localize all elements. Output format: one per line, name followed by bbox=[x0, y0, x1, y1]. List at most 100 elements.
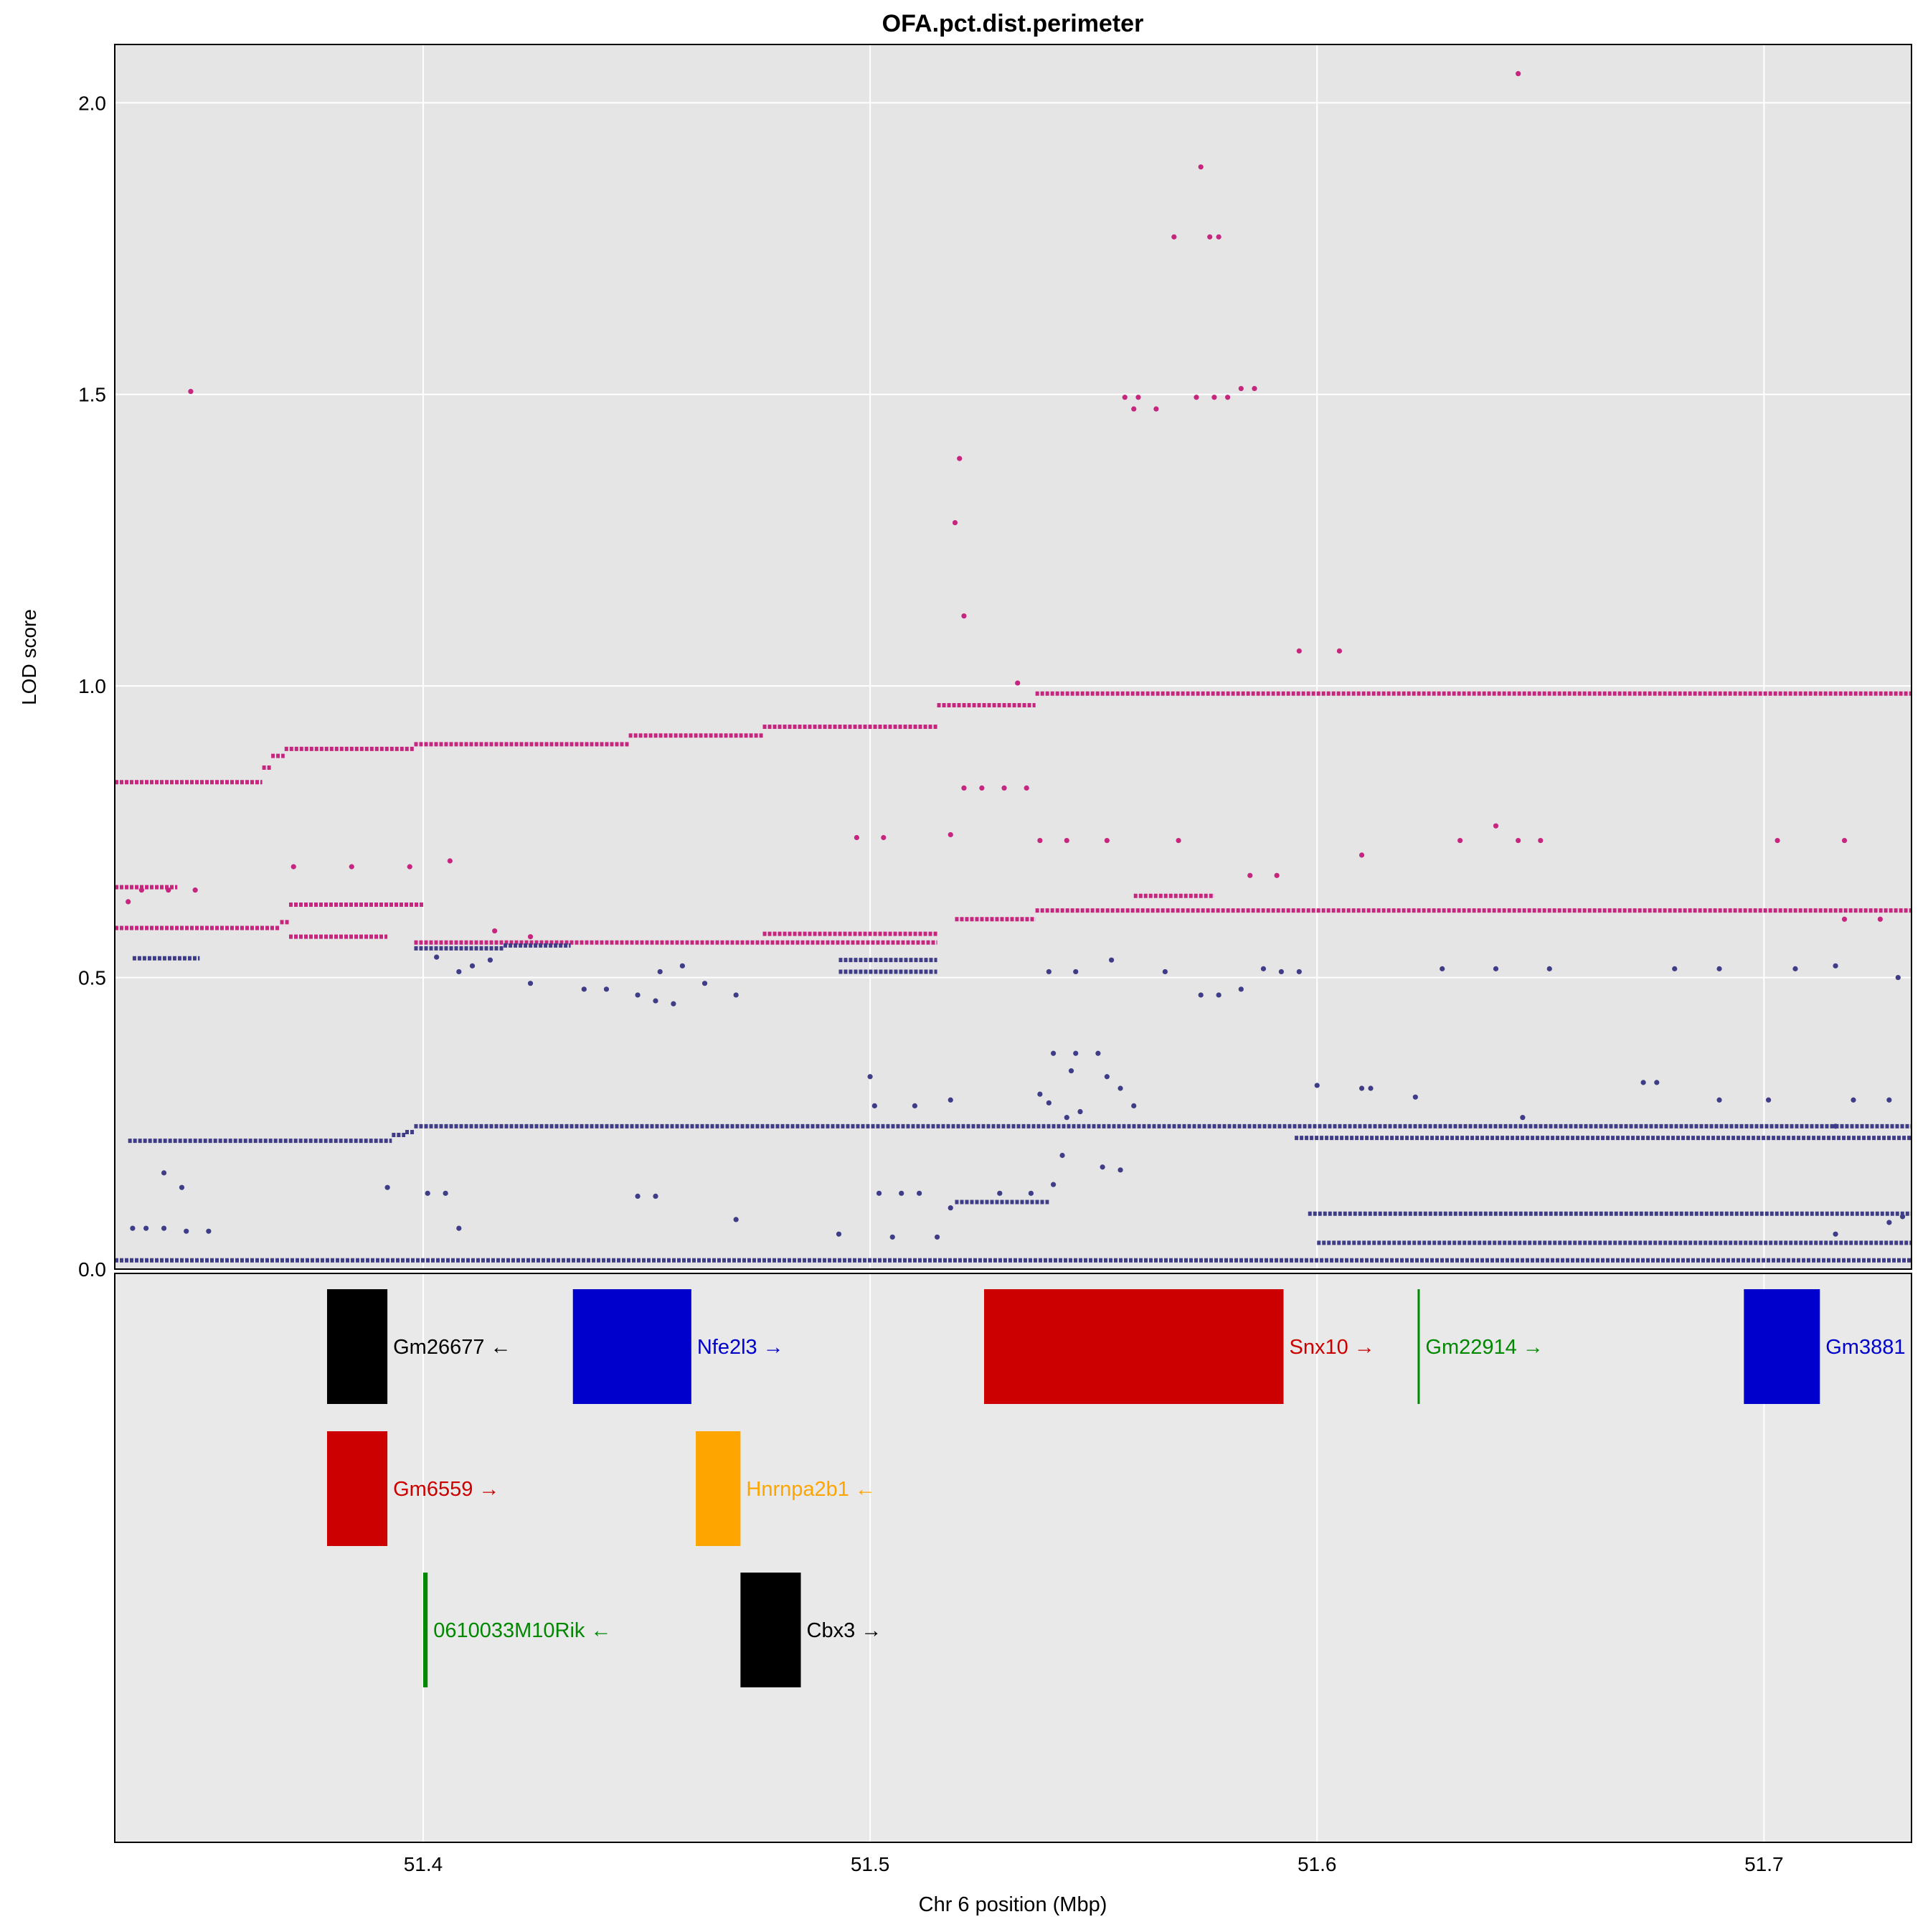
gene-gm6559: Gm6559 → bbox=[326, 1431, 499, 1546]
gene-box bbox=[696, 1431, 741, 1546]
data-point bbox=[1886, 1097, 1892, 1103]
data-point bbox=[184, 1228, 189, 1234]
data-point bbox=[1117, 1085, 1123, 1091]
data-point bbox=[1176, 837, 1181, 844]
data-point bbox=[1252, 385, 1257, 392]
data-point bbox=[876, 1190, 882, 1196]
gene-label: Gm26677 bbox=[393, 1336, 484, 1359]
x-axis-label: Chr 6 position (Mbp) bbox=[919, 1893, 1107, 1916]
data-point bbox=[1457, 837, 1463, 844]
gene-gm3881: Gm3881 bbox=[1744, 1289, 1905, 1404]
data-point bbox=[1833, 963, 1838, 969]
data-point bbox=[1225, 395, 1231, 400]
strand-arrow-icon: → bbox=[861, 1619, 882, 1642]
gridlines bbox=[115, 44, 1912, 1270]
gene-gm26677: Gm26677 ← bbox=[326, 1289, 511, 1404]
data-point bbox=[1216, 992, 1221, 998]
data-point bbox=[1064, 1115, 1069, 1121]
data-point bbox=[1877, 916, 1883, 922]
data-point bbox=[657, 969, 663, 975]
gene-box bbox=[326, 1289, 388, 1404]
y-tick-label: 2.0 bbox=[78, 92, 106, 114]
data-point bbox=[143, 1225, 149, 1231]
gene-label: Cbx3 bbox=[807, 1619, 856, 1642]
data-point bbox=[997, 1190, 1003, 1196]
data-point bbox=[1841, 916, 1848, 922]
gene-nfe2l3: Nfe2l3 → bbox=[572, 1289, 784, 1404]
data-point bbox=[1198, 992, 1204, 998]
data-point bbox=[138, 887, 144, 893]
data-point bbox=[671, 1001, 676, 1007]
data-point bbox=[192, 887, 198, 893]
data-point bbox=[1792, 966, 1798, 971]
data-point bbox=[635, 1193, 641, 1199]
data-point bbox=[1108, 957, 1115, 963]
y-tick-label: 0.0 bbox=[78, 1258, 106, 1281]
data-point bbox=[1546, 966, 1552, 971]
data-point bbox=[1765, 1097, 1772, 1103]
data-point bbox=[456, 969, 462, 975]
data-point bbox=[733, 1217, 739, 1222]
data-point bbox=[1238, 986, 1244, 992]
data-point bbox=[1001, 785, 1007, 791]
gene-cbx3: Cbx3 → bbox=[740, 1573, 882, 1687]
data-point bbox=[425, 1190, 430, 1196]
data-point bbox=[1162, 969, 1168, 975]
data-point bbox=[1358, 852, 1365, 858]
data-point bbox=[1296, 969, 1302, 975]
data-point bbox=[1194, 395, 1199, 400]
data-point bbox=[1037, 1091, 1043, 1097]
data-point bbox=[889, 1234, 895, 1240]
data-point bbox=[979, 785, 985, 791]
data-point bbox=[603, 986, 610, 992]
strand-arrow-icon: → bbox=[1354, 1336, 1375, 1359]
data-point bbox=[912, 1103, 918, 1108]
data-point bbox=[1068, 1068, 1074, 1074]
data-point bbox=[917, 1190, 922, 1196]
data-point bbox=[1238, 385, 1244, 392]
data-point bbox=[166, 887, 171, 893]
data-point bbox=[434, 954, 440, 960]
data-point bbox=[836, 1231, 842, 1237]
data-point bbox=[1851, 1097, 1856, 1103]
y-axis-ticks: 0.0 0.5 1.0 1.5 2.0 bbox=[78, 92, 106, 1281]
data-point bbox=[290, 864, 296, 870]
data-point bbox=[881, 834, 887, 841]
data-point bbox=[1122, 395, 1128, 400]
gene-snx10: Snx10 → bbox=[983, 1289, 1375, 1404]
gene-box bbox=[572, 1289, 691, 1404]
data-point bbox=[957, 456, 963, 461]
data-point bbox=[1247, 872, 1253, 878]
data-point bbox=[1046, 1100, 1052, 1106]
data-point bbox=[1260, 966, 1267, 971]
data-point bbox=[206, 1228, 212, 1234]
data-point bbox=[1841, 837, 1848, 844]
x-axis-ticks: 51.4 51.5 51.6 51.7 bbox=[404, 1853, 1784, 1875]
y-tick-label: 1.0 bbox=[78, 675, 106, 697]
data-point bbox=[1833, 1123, 1838, 1129]
chart-title: OFA.pct.dist.perimeter bbox=[882, 10, 1144, 37]
data-point bbox=[130, 1225, 136, 1231]
data-point bbox=[492, 928, 498, 934]
data-point bbox=[1296, 648, 1302, 654]
data-point bbox=[1100, 1164, 1105, 1170]
gene-gm22914: Gm22914 → bbox=[1417, 1289, 1544, 1404]
data-point bbox=[1833, 1231, 1838, 1237]
gene-box bbox=[326, 1431, 388, 1546]
data-point bbox=[407, 864, 412, 870]
strand-arrow-icon: ← bbox=[590, 1619, 611, 1642]
gene-label: Nfe2l3 bbox=[697, 1336, 757, 1359]
data-point bbox=[581, 986, 587, 992]
data-point bbox=[854, 834, 860, 841]
data-point bbox=[1015, 680, 1021, 686]
data-point bbox=[443, 1190, 448, 1196]
data-point bbox=[1368, 1085, 1374, 1091]
plot-panel-frame bbox=[114, 44, 1912, 1270]
data-point bbox=[1216, 234, 1221, 240]
gene-box bbox=[740, 1573, 801, 1687]
data-point bbox=[1672, 966, 1678, 971]
gene-label: Gm3881 bbox=[1825, 1336, 1905, 1359]
data-point bbox=[384, 1184, 390, 1190]
data-point bbox=[1640, 1080, 1646, 1085]
